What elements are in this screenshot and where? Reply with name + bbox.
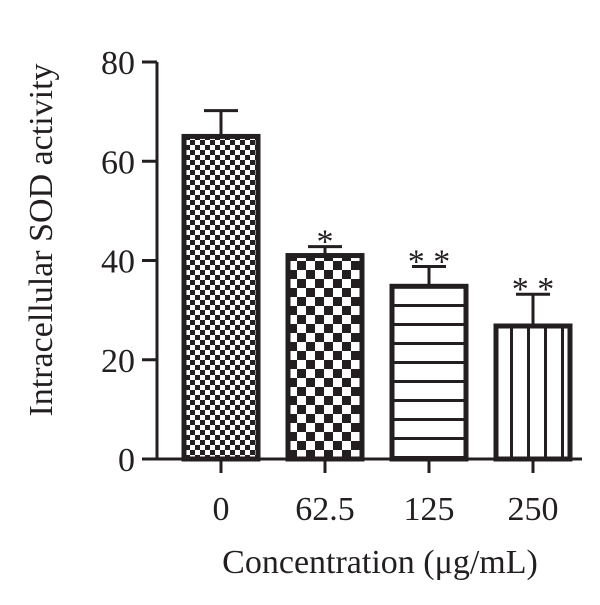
significance-label: * xyxy=(317,224,334,261)
error-bar xyxy=(412,264,446,287)
bar xyxy=(389,283,469,462)
y-tick-label: 80 xyxy=(101,45,135,82)
significance-marks: * * * * * xyxy=(317,224,555,309)
y-axis: 0 20 40 60 80 xyxy=(101,45,159,479)
bar xyxy=(285,253,365,462)
y-tick-label: 60 xyxy=(101,144,135,181)
x-tick-label: 0 xyxy=(213,491,230,528)
x-axis: 0 62.5 125 250 xyxy=(157,457,582,528)
error-bar xyxy=(308,245,342,256)
significance-label: * * xyxy=(512,271,555,308)
error-bars xyxy=(204,109,550,327)
y-axis-title: Intracellular SOD activity xyxy=(23,63,60,416)
y-tick-label: 20 xyxy=(101,343,135,380)
y-tick-label: 40 xyxy=(101,244,135,281)
x-tick-label: 125 xyxy=(404,491,455,528)
bar xyxy=(493,323,573,462)
significance-label: * * xyxy=(408,243,451,280)
bar xyxy=(181,133,261,462)
x-tick-label: 250 xyxy=(508,491,559,528)
y-tick-label: 0 xyxy=(118,442,135,479)
error-bar xyxy=(516,292,550,327)
bars xyxy=(181,133,573,462)
x-tick-label: 62.5 xyxy=(295,491,355,528)
x-axis-title: Concentration (μg/mL) xyxy=(222,544,538,581)
error-bar xyxy=(204,109,238,137)
